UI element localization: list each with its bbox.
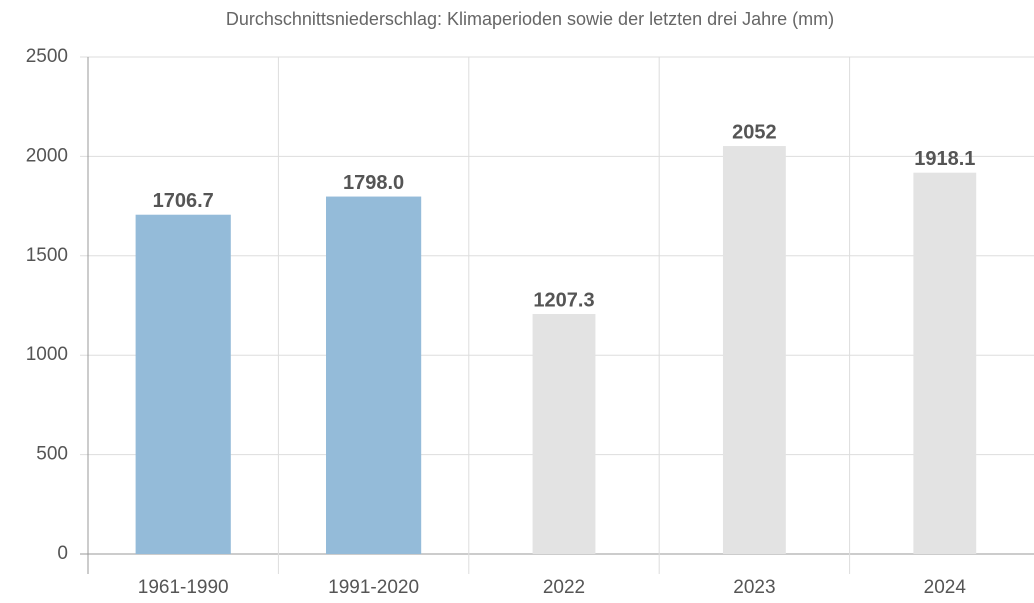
bar <box>326 196 422 554</box>
bar <box>135 214 231 554</box>
bar <box>532 313 596 554</box>
x-tick-label: 2023 <box>733 577 775 598</box>
x-tick-label: 1991-2020 <box>328 577 419 598</box>
bar <box>722 146 786 555</box>
value-label: 1798.0 <box>343 172 404 194</box>
value-label: 1706.7 <box>153 190 214 212</box>
y-tick-label: 2500 <box>26 46 68 67</box>
x-tick-label: 2024 <box>924 577 967 598</box>
y-tick-label: 2000 <box>26 145 68 166</box>
chart-title: Durchschnittsniederschlag: Klimaperioden… <box>226 9 834 29</box>
value-label: 2052 <box>732 121 777 143</box>
value-label: 1918.1 <box>914 148 975 170</box>
bar <box>913 172 977 555</box>
y-tick-label: 1500 <box>26 245 68 266</box>
y-tick-label: 500 <box>36 444 68 465</box>
x-tick-label: 2022 <box>543 577 585 598</box>
y-tick-label: 1000 <box>26 344 68 365</box>
x-tick-label: 1961-1990 <box>138 577 229 598</box>
y-tick-label: 0 <box>57 543 68 564</box>
value-label: 1207.3 <box>533 289 594 311</box>
